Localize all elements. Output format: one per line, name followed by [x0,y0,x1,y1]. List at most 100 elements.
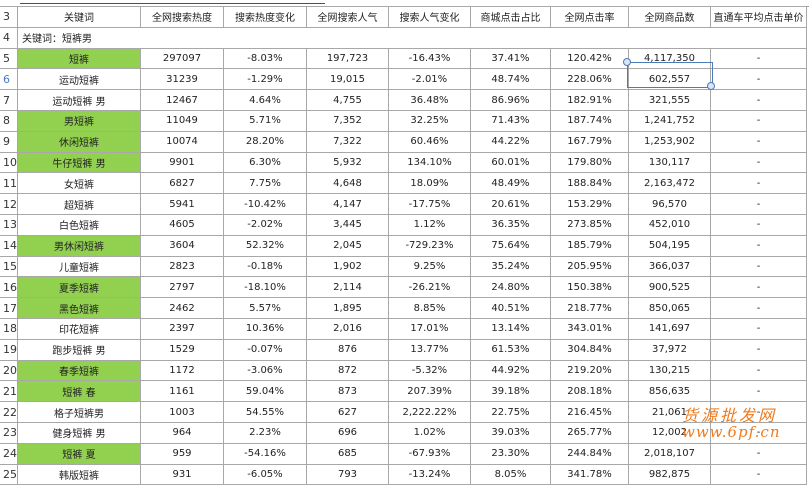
data-cell[interactable]: 1,253,902 [628,130,711,153]
keyword-cell[interactable]: 黑色短裤 [17,297,141,319]
data-cell[interactable]: 179.80% [550,151,629,174]
data-cell[interactable]: - [710,317,807,340]
row-header[interactable]: 16 [0,276,18,299]
data-cell[interactable]: 685 [306,442,389,465]
keyword-cell[interactable]: 男休闲短裤 [17,234,141,257]
row-header[interactable]: 15 [0,255,18,278]
data-cell[interactable]: 2462 [140,297,224,319]
column-header-cell[interactable]: 全网商品数 [628,6,711,28]
row-header[interactable]: 5 [0,47,18,70]
data-cell[interactable]: 12467 [140,89,224,111]
data-cell[interactable]: 86.96% [470,89,551,111]
row-header[interactable]: 22 [0,401,18,423]
column-header-cell[interactable]: 搜索热度变化 [223,6,307,28]
data-cell[interactable]: 218.77% [550,297,629,319]
data-cell[interactable]: 8.85% [388,297,471,319]
data-cell[interactable]: 2823 [140,255,224,278]
data-cell[interactable]: 130,117 [628,151,711,174]
keyword-cell[interactable]: 短裤 [17,47,141,70]
data-cell[interactable]: 964 [140,421,224,444]
hyperlink-row[interactable] [20,0,325,4]
data-cell[interactable]: 876 [306,338,389,361]
keyword-cell[interactable]: 韩版短裤 [17,463,141,485]
data-cell[interactable]: 36.35% [470,213,551,236]
data-cell[interactable]: -17.75% [388,193,471,215]
column-header-cell[interactable]: 关键词 [17,6,141,28]
row-header[interactable]: 6 [0,68,18,91]
data-cell[interactable]: 208.18% [550,380,629,403]
data-cell[interactable]: 75.64% [470,234,551,257]
data-cell[interactable]: 4,755 [306,89,389,111]
data-cell[interactable]: 1529 [140,338,224,361]
data-cell[interactable]: - [710,193,807,215]
data-cell[interactable]: 7,352 [306,109,389,132]
data-cell[interactable]: -18.10% [223,276,307,299]
column-header-cell[interactable]: 全网点击率 [550,6,629,28]
data-cell[interactable]: 24.80% [470,276,551,299]
data-cell[interactable]: 696 [306,421,389,444]
data-cell[interactable]: - [710,234,807,257]
data-cell[interactable]: 188.84% [550,172,629,195]
data-cell[interactable]: -3.06% [223,359,307,382]
data-cell[interactable]: 4,117,350 [628,47,711,70]
keyword-cell[interactable]: 超短裤 [17,193,141,215]
data-cell[interactable]: 900,525 [628,276,711,299]
data-cell[interactable]: 182.91% [550,89,629,111]
data-cell[interactable]: 872 [306,359,389,382]
data-cell[interactable]: 1,241,752 [628,109,711,132]
data-cell[interactable]: -26.21% [388,276,471,299]
data-cell[interactable]: 120.42% [550,47,629,70]
data-cell[interactable]: 793 [306,463,389,485]
data-cell[interactable]: - [710,255,807,278]
column-header-cell[interactable]: 直通车平均点击单价 [710,6,807,28]
data-cell[interactable]: 6.30% [223,151,307,174]
row-header[interactable]: 25 [0,463,18,485]
row-header[interactable]: 4 [0,26,18,49]
keyword-cell[interactable]: 白色短裤 [17,213,141,236]
data-cell[interactable]: 2797 [140,276,224,299]
data-cell[interactable]: 321,555 [628,89,711,111]
data-cell[interactable]: -5.32% [388,359,471,382]
data-cell[interactable]: -0.18% [223,255,307,278]
keyword-cell[interactable]: 男短裤 [17,109,141,132]
data-cell[interactable]: -13.24% [388,463,471,485]
row-header[interactable]: 24 [0,442,18,465]
keyword-cell[interactable]: 健身短裤 男 [17,421,141,444]
data-cell[interactable]: - [710,68,807,91]
selection-handle[interactable] [707,82,715,90]
data-cell[interactable]: - [710,213,807,236]
data-cell[interactable]: - [710,130,807,153]
data-cell[interactable]: 32.25% [388,109,471,132]
data-cell[interactable]: 273.85% [550,213,629,236]
keyword-label-cell[interactable]: 关键词：短裤男 [17,26,807,49]
data-cell[interactable]: -2.01% [388,68,471,91]
data-cell[interactable]: 304.84% [550,338,629,361]
data-cell[interactable]: 228.06% [550,68,629,91]
column-header-cell[interactable]: 商城点击占比 [470,6,551,28]
data-cell[interactable]: 504,195 [628,234,711,257]
data-cell[interactable]: 1003 [140,401,224,423]
keyword-cell[interactable]: 儿童短裤 [17,255,141,278]
data-cell[interactable]: 1.12% [388,213,471,236]
data-cell[interactable]: 2,045 [306,234,389,257]
data-cell[interactable]: 6827 [140,172,224,195]
data-cell[interactable]: - [710,297,807,319]
data-cell[interactable]: - [710,338,807,361]
data-cell[interactable]: 602,557 [628,68,711,91]
data-cell[interactable]: 3604 [140,234,224,257]
data-cell[interactable]: 2.23% [223,421,307,444]
data-cell[interactable]: 13.77% [388,338,471,361]
row-header[interactable]: 14 [0,234,18,257]
data-cell[interactable]: 7.75% [223,172,307,195]
keyword-cell[interactable]: 印花短裤 [17,317,141,340]
data-cell[interactable]: 2,222.22% [388,401,471,423]
data-cell[interactable]: 2,018,107 [628,442,711,465]
data-cell[interactable]: 20.61% [470,193,551,215]
data-cell[interactable]: 39.03% [470,421,551,444]
keyword-cell[interactable]: 牛仔短裤 男 [17,151,141,174]
data-cell[interactable]: 11049 [140,109,224,132]
keyword-cell[interactable]: 春季短裤 [17,359,141,382]
data-cell[interactable]: 52.32% [223,234,307,257]
data-cell[interactable]: 873 [306,380,389,403]
keyword-cell[interactable]: 休闲短裤 [17,130,141,153]
